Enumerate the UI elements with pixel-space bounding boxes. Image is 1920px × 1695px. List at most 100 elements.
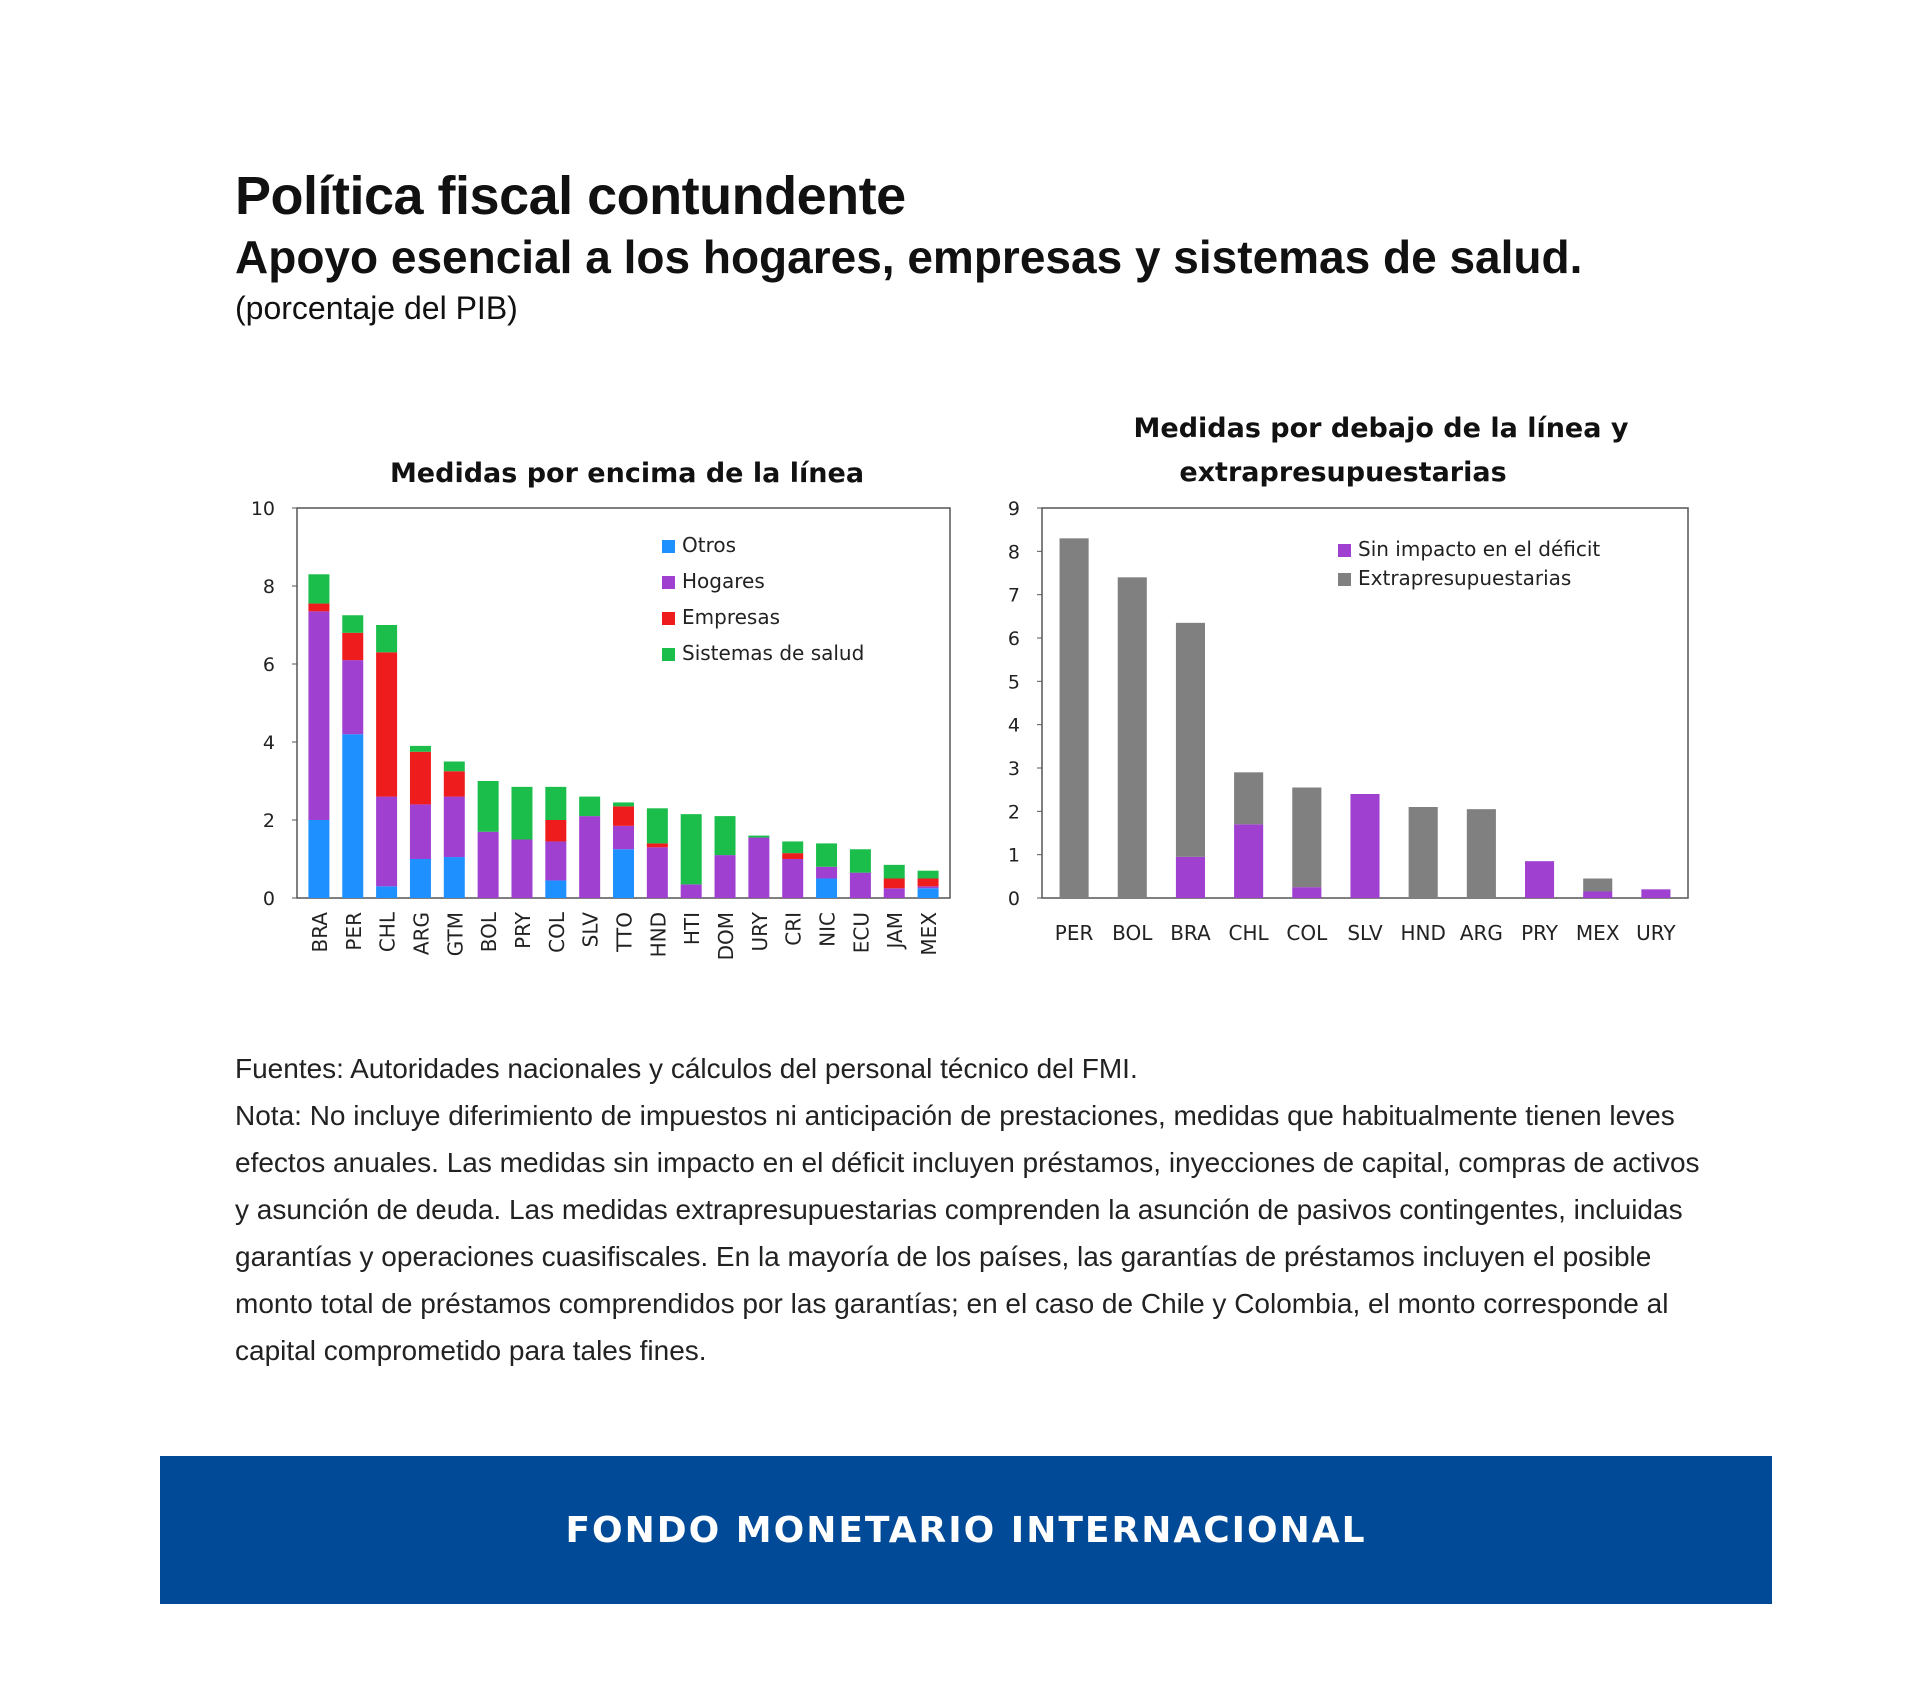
bar-segment xyxy=(782,859,804,898)
chart-title-line: extrapresupuestarias xyxy=(1179,457,1506,488)
bar-segment xyxy=(680,884,702,898)
x-tick-label: SLV xyxy=(579,912,603,948)
legend-label: Empresas xyxy=(682,605,780,629)
bar-segment xyxy=(376,796,398,887)
bar-segment xyxy=(409,804,431,859)
x-tick-label: HTI xyxy=(680,912,704,945)
bar-segment xyxy=(1234,824,1264,898)
x-tick-label: COL xyxy=(1286,921,1328,945)
y-tick-label: 5 xyxy=(1008,671,1020,693)
x-tick-label: HND xyxy=(1400,921,1445,945)
x-tick-label: JAM xyxy=(883,912,907,950)
legend-swatch xyxy=(662,648,675,661)
bar-segment xyxy=(613,802,634,807)
bar-segment xyxy=(308,603,330,612)
bar-segment xyxy=(646,808,668,844)
y-tick-label: 0 xyxy=(1008,888,1020,910)
legend-swatch xyxy=(1338,573,1351,586)
bar-segment xyxy=(816,866,838,879)
bar-segment xyxy=(477,831,499,898)
imf-banner: FONDO MONETARIO INTERNACIONAL xyxy=(160,1456,1772,1604)
x-tick-label: BRA xyxy=(308,912,332,953)
x-tick-label: MEX xyxy=(917,912,941,956)
bar-segment xyxy=(545,841,567,881)
bar-segment xyxy=(443,796,465,858)
x-tick-label: CHL xyxy=(1229,921,1270,945)
bar-segment xyxy=(917,870,939,879)
bar-segment xyxy=(714,855,736,898)
bar-segment xyxy=(308,611,330,820)
bar-segment xyxy=(849,849,871,873)
legend-swatch xyxy=(662,540,675,553)
bar-segment xyxy=(545,786,567,820)
chart-title-line: Medidas por debajo de la línea y xyxy=(1134,413,1629,444)
bar-segment xyxy=(342,615,364,633)
x-tick-label: ECU xyxy=(849,912,873,953)
bar-segment xyxy=(477,781,499,832)
x-tick-label: BOL xyxy=(1112,921,1153,945)
y-tick-label: 6 xyxy=(1008,628,1020,650)
y-tick-label: 8 xyxy=(1008,541,1020,563)
legend-label: Hogares xyxy=(682,569,765,593)
bar-segment xyxy=(883,864,905,879)
page-title: Política fiscal contundente xyxy=(235,166,906,226)
bar-segment xyxy=(342,632,364,661)
bar-segment xyxy=(342,734,364,898)
bar-segment xyxy=(409,745,431,752)
bar-segment xyxy=(816,843,838,867)
chart-below-the-line: Medidas por debajo de la línea y extrapre… xyxy=(1008,413,1689,945)
bar-segment xyxy=(443,771,465,797)
bar-segment xyxy=(917,878,939,887)
bar-segment xyxy=(613,806,634,826)
bar-segment xyxy=(849,872,871,898)
x-tick-label: CRI xyxy=(782,912,806,946)
bar-segment xyxy=(409,751,431,805)
x-tick-label: PRY xyxy=(511,911,535,949)
bar-segment xyxy=(1175,856,1205,898)
bar-segment xyxy=(511,786,533,840)
x-tick-label: DOM xyxy=(714,912,738,960)
bar-segment xyxy=(1292,787,1322,888)
bar-segment xyxy=(883,878,905,889)
bar-segment xyxy=(816,878,838,898)
legend-label: Sistemas de salud xyxy=(682,641,864,665)
charts-canvas: Medidas por encima de la línea0246810BRA… xyxy=(251,413,1689,960)
x-tick-label: ARG xyxy=(409,912,433,955)
bar-segment xyxy=(545,820,567,842)
y-tick-label: 4 xyxy=(1008,715,1020,737)
x-tick-label: GTM xyxy=(443,912,467,956)
bar-segment xyxy=(1466,809,1496,898)
y-tick-label: 2 xyxy=(1008,801,1020,823)
bar-segment xyxy=(1583,891,1613,898)
bar-segment xyxy=(1234,772,1264,825)
bar-segment xyxy=(917,888,939,898)
x-tick-label: TTO xyxy=(613,912,637,953)
x-tick-label: BRA xyxy=(1170,921,1211,945)
bar-segment xyxy=(748,837,770,898)
bar-segment xyxy=(1583,878,1613,892)
bar-segment xyxy=(646,847,668,898)
legend-swatch xyxy=(662,612,675,625)
bar-segment xyxy=(1408,807,1438,898)
bar-segment xyxy=(579,816,601,898)
chart-above-the-line: Medidas por encima de la línea 0 2 4 6 8 10 BRA… xyxy=(251,458,951,960)
bar-segment xyxy=(1525,861,1555,898)
bar-segment xyxy=(917,886,939,889)
note-text: Nota: No incluye diferimiento de impuest… xyxy=(235,1100,1700,1366)
notes-section: Fuentes: Autoridades nacionales y cálcul… xyxy=(235,1045,1715,1374)
x-tick-label: COL xyxy=(545,911,569,953)
bar-segment xyxy=(443,761,465,772)
banner-text: FONDO MONETARIO INTERNACIONAL xyxy=(565,1509,1367,1551)
x-tick-label: PER xyxy=(1055,921,1094,945)
bar-segment xyxy=(308,820,330,898)
bar-segment xyxy=(748,835,770,838)
y-tick-label: 8 xyxy=(263,576,275,598)
bar-segment xyxy=(782,841,804,854)
x-tick-label: MEX xyxy=(1576,921,1620,945)
legend-swatch xyxy=(662,576,675,589)
x-tick-label: URY xyxy=(748,911,772,951)
x-tick-label: PRY xyxy=(1521,921,1559,945)
y-tick-label: 2 xyxy=(263,810,275,832)
legend-label: Sin impacto en el déficit xyxy=(1358,537,1600,561)
bar-segment xyxy=(1350,794,1380,898)
